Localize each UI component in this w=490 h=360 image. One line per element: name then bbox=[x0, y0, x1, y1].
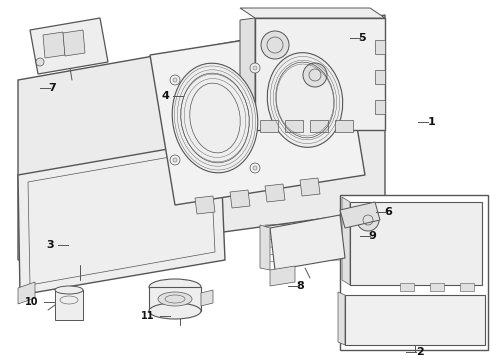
Circle shape bbox=[250, 163, 260, 173]
Polygon shape bbox=[195, 196, 215, 214]
Circle shape bbox=[250, 63, 260, 73]
Polygon shape bbox=[335, 120, 353, 132]
Text: 4: 4 bbox=[161, 91, 169, 101]
Circle shape bbox=[36, 58, 44, 66]
Polygon shape bbox=[338, 292, 345, 345]
Polygon shape bbox=[255, 18, 385, 130]
Polygon shape bbox=[30, 18, 108, 74]
Polygon shape bbox=[350, 202, 482, 285]
Polygon shape bbox=[18, 140, 225, 295]
Text: 7: 7 bbox=[48, 83, 56, 93]
Polygon shape bbox=[150, 25, 365, 205]
Circle shape bbox=[253, 166, 257, 170]
Polygon shape bbox=[230, 190, 250, 208]
Polygon shape bbox=[270, 215, 345, 270]
Bar bbox=[340, 195, 488, 350]
Bar bbox=[400, 283, 414, 291]
Bar bbox=[149, 287, 201, 311]
Text: 1: 1 bbox=[428, 117, 436, 127]
Circle shape bbox=[261, 31, 289, 59]
Polygon shape bbox=[300, 178, 320, 196]
Polygon shape bbox=[310, 120, 328, 132]
Circle shape bbox=[173, 158, 177, 162]
Circle shape bbox=[173, 78, 177, 82]
Polygon shape bbox=[240, 18, 255, 130]
Polygon shape bbox=[43, 32, 65, 58]
Polygon shape bbox=[260, 120, 278, 132]
Polygon shape bbox=[240, 8, 385, 18]
Text: 10: 10 bbox=[25, 297, 39, 307]
Ellipse shape bbox=[172, 63, 258, 173]
Text: 5: 5 bbox=[358, 33, 366, 43]
Text: 9: 9 bbox=[368, 231, 376, 241]
Bar bbox=[430, 283, 444, 291]
Text: 6: 6 bbox=[384, 207, 392, 217]
Circle shape bbox=[253, 66, 257, 70]
Text: 11: 11 bbox=[141, 311, 155, 321]
Polygon shape bbox=[270, 266, 295, 286]
Polygon shape bbox=[260, 225, 270, 270]
Circle shape bbox=[170, 75, 180, 85]
Ellipse shape bbox=[149, 303, 201, 319]
Polygon shape bbox=[63, 30, 85, 56]
Text: 8: 8 bbox=[296, 281, 304, 291]
Bar bbox=[55, 290, 83, 320]
Bar bbox=[460, 283, 474, 291]
Polygon shape bbox=[18, 282, 35, 304]
Ellipse shape bbox=[55, 286, 83, 294]
Text: 2: 2 bbox=[416, 347, 424, 357]
Polygon shape bbox=[375, 70, 385, 84]
Polygon shape bbox=[18, 15, 385, 260]
Polygon shape bbox=[375, 40, 385, 54]
Polygon shape bbox=[375, 100, 385, 114]
Circle shape bbox=[170, 155, 180, 165]
Polygon shape bbox=[285, 120, 303, 132]
Ellipse shape bbox=[149, 279, 201, 295]
Text: 3: 3 bbox=[46, 240, 54, 250]
Polygon shape bbox=[342, 197, 350, 285]
Polygon shape bbox=[345, 295, 485, 345]
Circle shape bbox=[357, 209, 379, 231]
Ellipse shape bbox=[158, 292, 192, 306]
Polygon shape bbox=[265, 184, 285, 202]
Ellipse shape bbox=[267, 53, 343, 147]
Circle shape bbox=[303, 63, 327, 87]
Polygon shape bbox=[201, 290, 213, 306]
Polygon shape bbox=[340, 202, 380, 228]
